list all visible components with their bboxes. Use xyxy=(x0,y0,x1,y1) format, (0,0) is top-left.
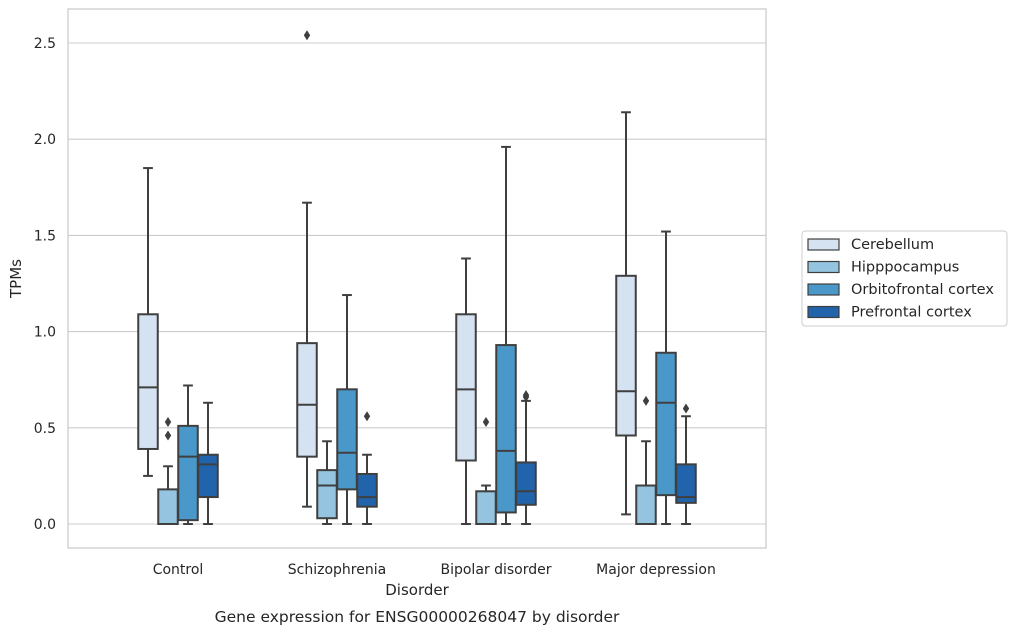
outlier-point xyxy=(522,390,530,401)
y-tick-label: 0.0 xyxy=(34,517,56,533)
box-iqr xyxy=(615,274,637,437)
legend-swatch xyxy=(807,260,840,274)
box-cerebellum xyxy=(455,257,477,525)
box-iqr xyxy=(137,313,159,450)
box-prefrontal-cortex xyxy=(356,411,378,525)
box-hipppocampus xyxy=(316,440,338,525)
box-hipppocampus xyxy=(635,395,657,525)
box-cerebellum xyxy=(137,167,159,477)
box-iqr xyxy=(675,463,697,504)
legend-label: Cerebellum xyxy=(851,237,934,253)
legend-label: Prefrontal cortex xyxy=(851,305,972,321)
box-orbitofrontal-cortex xyxy=(177,384,199,525)
x-tick-label: Bipolar disorder xyxy=(440,562,551,578)
box-iqr xyxy=(635,484,657,525)
y-tick-label: 1.5 xyxy=(34,228,56,244)
box-orbitofrontal-cortex xyxy=(495,145,517,525)
box-iqr xyxy=(475,490,497,525)
legend-label: Hipppocampus xyxy=(851,260,959,276)
y-axis-label: TPMs xyxy=(7,259,25,299)
y-tick-label: 0.5 xyxy=(34,421,56,437)
figure-caption: Gene expression for ENSG00000268047 by d… xyxy=(215,608,620,626)
box-hipppocampus xyxy=(157,417,179,526)
box-iqr xyxy=(495,344,517,514)
box-marks xyxy=(137,30,697,526)
box-orbitofrontal-cortex xyxy=(655,230,677,525)
legend-label: Orbitofrontal cortex xyxy=(851,282,994,298)
box-iqr xyxy=(157,488,179,526)
legend-frame xyxy=(801,230,1008,327)
y-tick-label: 1.0 xyxy=(34,325,56,341)
box-prefrontal-cortex xyxy=(515,390,537,525)
x-axis-label: Disorder xyxy=(385,581,449,599)
box-iqr xyxy=(177,424,199,522)
box-iqr xyxy=(296,342,318,458)
box-iqr xyxy=(197,453,219,499)
y-tick-label: 2.5 xyxy=(34,36,56,52)
outlier-point xyxy=(682,403,690,414)
box-cerebellum xyxy=(615,111,637,516)
box-iqr xyxy=(356,472,378,508)
outlier-point xyxy=(642,395,650,406)
legend-swatch xyxy=(807,238,840,251)
x-tick-label: Control xyxy=(153,562,204,578)
box-prefrontal-cortex xyxy=(675,403,697,525)
box-iqr xyxy=(655,351,677,497)
plot-frame xyxy=(67,8,767,549)
outlier-point xyxy=(482,417,490,428)
box-iqr xyxy=(515,461,537,506)
legend: Cerebellum Hipppocampus Orbitofrontal cort… xyxy=(801,230,1008,327)
outlier-point xyxy=(303,30,311,41)
box-iqr xyxy=(336,388,358,491)
outlier-point xyxy=(164,417,172,428)
box-iqr xyxy=(316,469,338,520)
box-hipppocampus xyxy=(475,417,497,525)
y-tick-label: 2.0 xyxy=(34,132,56,148)
outlier-point xyxy=(164,430,172,441)
x-tick-label: Major depression xyxy=(596,562,716,578)
box-iqr xyxy=(455,313,477,462)
x-tick-label: Schizophrenia xyxy=(288,562,386,578)
legend-swatch xyxy=(807,305,840,319)
box-prefrontal-cortex xyxy=(197,401,219,525)
box-cerebellum xyxy=(296,30,318,508)
box-orbitofrontal-cortex xyxy=(336,294,358,525)
legend-swatch xyxy=(807,283,840,296)
outlier-point xyxy=(363,411,371,422)
tick-labels: 0.0 0.5 1.0 1.5 2.0 2.5 Control Schizophrenia Bi… xyxy=(34,36,716,578)
